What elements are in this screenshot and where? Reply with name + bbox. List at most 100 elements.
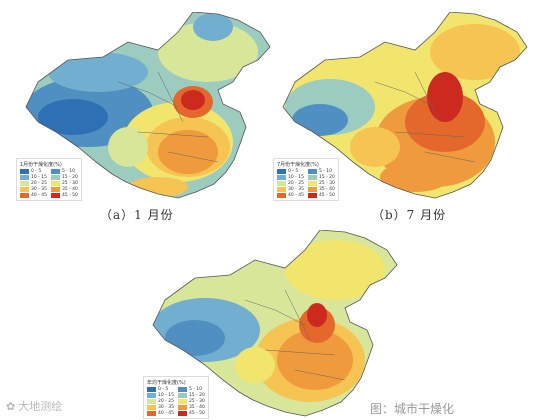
- legend-july: 7月份干燥化度(%) 0 - 5 5 - 10 10 - 15 15 - 20 20 -…: [273, 158, 339, 201]
- legend-item: 25 - 30: [50, 181, 78, 186]
- legend-item: 20 - 25: [147, 399, 174, 404]
- legend-item: 40 - 45: [20, 193, 47, 198]
- legend-label: 15 - 20: [318, 175, 335, 180]
- legend-label: 10 - 15: [288, 175, 304, 180]
- legend-label: 25 - 30: [61, 181, 78, 186]
- legend-item: 45 - 50: [307, 193, 335, 198]
- legend-swatch: [177, 393, 187, 398]
- legend-item: 30 - 35: [277, 187, 304, 192]
- watermark-text: 大地测绘: [18, 400, 63, 413]
- legend-item: 30 - 35: [20, 187, 47, 192]
- legend-label: 5 - 10: [318, 169, 333, 174]
- legend-swatch: [50, 193, 60, 198]
- legend-label: 5 - 10: [188, 387, 203, 392]
- legend-label: 45 - 50: [61, 193, 78, 198]
- legend-item: 35 - 40: [307, 187, 335, 192]
- legend-swatch: [147, 411, 156, 416]
- legend-label: 30 - 35: [31, 187, 47, 192]
- legend-label: 15 - 20: [61, 175, 78, 180]
- legend-label: 40 - 45: [158, 411, 174, 416]
- legend-label: 25 - 30: [318, 181, 335, 186]
- legend-label: 0 - 5: [288, 169, 299, 174]
- legend-item: 35 - 40: [50, 187, 78, 192]
- legend-item: 0 - 5: [20, 169, 47, 174]
- legend-swatch: [147, 387, 156, 392]
- legend-swatch: [20, 181, 29, 186]
- legend-item: 10 - 15: [20, 175, 47, 180]
- legend-label: 40 - 45: [288, 193, 304, 198]
- legend-item: 10 - 15: [277, 175, 304, 180]
- legend-item: 20 - 25: [277, 181, 304, 186]
- legend-label: 20 - 25: [31, 181, 47, 186]
- legend-label: 20 - 25: [288, 181, 304, 186]
- legend-swatch: [50, 187, 60, 192]
- legend-swatch: [307, 193, 317, 198]
- legend-label: 30 - 35: [288, 187, 304, 192]
- legend-label: 0 - 5: [31, 169, 42, 174]
- legend-swatch: [277, 181, 286, 186]
- legend-label: 35 - 40: [188, 405, 205, 410]
- legend-swatch: [50, 175, 60, 180]
- legend-swatch: [147, 393, 156, 398]
- legend-label: 45 - 50: [318, 193, 335, 198]
- legend-grid: 0 - 5 5 - 10 10 - 15 15 - 20 20 - 25 25 - 30 3…: [147, 387, 205, 416]
- caption-july: （b）7 月份: [372, 208, 447, 222]
- legend-item: 45 - 50: [50, 193, 78, 198]
- watermark-icon: ✿: [6, 399, 16, 413]
- legend-swatch: [50, 169, 60, 174]
- legend-swatch: [177, 399, 187, 404]
- legend-label: 10 - 15: [31, 175, 47, 180]
- legend-swatch: [50, 181, 60, 186]
- legend-january: 1月份干燥化度(%) 0 - 5 5 - 10 10 - 15 15 - 20 20 -…: [16, 158, 82, 201]
- legend-item: 0 - 5: [277, 169, 304, 174]
- legend-swatch: [307, 181, 317, 186]
- legend-item: 40 - 45: [277, 193, 304, 198]
- legend-swatch: [277, 175, 286, 180]
- legend-swatch: [20, 193, 29, 198]
- legend-swatch: [20, 169, 29, 174]
- legend-item: 5 - 10: [177, 387, 205, 392]
- legend-title: 年均干燥化度(%): [147, 380, 186, 386]
- legend-label: 20 - 25: [158, 399, 174, 404]
- legend-item: 20 - 25: [20, 181, 47, 186]
- legend-item: 15 - 20: [50, 175, 78, 180]
- map-panel-january: 1月份干燥化度(%) 0 - 5 5 - 10 10 - 15 15 - 20 20 -…: [8, 12, 273, 202]
- legend-swatch: [20, 175, 29, 180]
- legend-item: 15 - 20: [177, 393, 205, 398]
- legend-swatch: [277, 169, 286, 174]
- legend-annual: 年均干燥化度(%) 0 - 5 5 - 10 10 - 15 15 - 20 20 - …: [143, 376, 209, 419]
- legend-label: 5 - 10: [61, 169, 76, 174]
- legend-item: 40 - 45: [147, 411, 174, 416]
- legend-item: 0 - 5: [147, 387, 174, 392]
- legend-label: 25 - 30: [188, 399, 205, 404]
- legend-item: 35 - 40: [177, 405, 205, 410]
- legend-label: 45 - 50: [188, 411, 205, 416]
- legend-item: 25 - 30: [177, 399, 205, 404]
- legend-swatch: [307, 169, 317, 174]
- legend-item: 25 - 30: [307, 181, 335, 186]
- legend-swatch: [177, 405, 187, 410]
- legend-title: 1月份干燥化度(%): [20, 162, 62, 168]
- map-panel-annual: 年均干燥化度(%) 0 - 5 5 - 10 10 - 15 15 - 20 20 - …: [135, 230, 400, 420]
- legend-label: 35 - 40: [61, 187, 78, 192]
- legend-item: 10 - 15: [147, 393, 174, 398]
- bottom-caption: 图：城市干燥化: [370, 402, 455, 416]
- legend-swatch: [277, 187, 286, 192]
- caption-january: （a）1 月份: [100, 208, 174, 222]
- legend-label: 35 - 40: [318, 187, 335, 192]
- legend-swatch: [307, 187, 317, 192]
- legend-swatch: [277, 193, 286, 198]
- legend-item: 15 - 20: [307, 175, 335, 180]
- legend-item: 5 - 10: [307, 169, 335, 174]
- watermark: ✿ 大地测绘: [6, 398, 62, 414]
- legend-item: 5 - 10: [50, 169, 78, 174]
- legend-swatch: [307, 175, 317, 180]
- legend-label: 40 - 45: [31, 193, 47, 198]
- legend-swatch: [177, 387, 187, 392]
- legend-label: 15 - 20: [188, 393, 205, 398]
- legend-swatch: [177, 411, 187, 416]
- china-map-january: [25, 12, 271, 199]
- legend-swatch: [147, 399, 156, 404]
